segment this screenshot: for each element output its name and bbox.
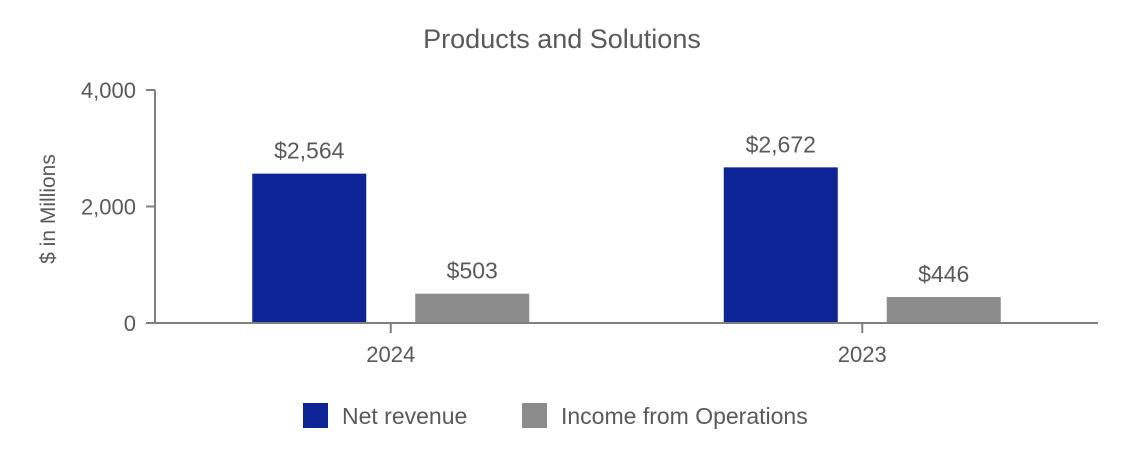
legend-swatch	[522, 403, 547, 428]
chart-title: Products and Solutions	[423, 24, 701, 54]
legend-label: Net revenue	[342, 403, 467, 429]
legend-swatch	[303, 403, 328, 428]
data-label: $2,672	[746, 131, 816, 157]
y-axis: 0 2,000 4,000	[81, 78, 155, 336]
y-tick-label: 4,000	[81, 78, 136, 103]
y-tick-label: 2,000	[81, 195, 136, 220]
x-axis: 2024 2023	[366, 323, 887, 367]
x-tick-label: 2023	[838, 342, 887, 367]
x-tick-label: 2024	[366, 342, 415, 367]
legend-label: Income from Operations	[561, 403, 808, 429]
y-axis-label: $ in Millions	[37, 154, 60, 264]
bar-net-revenue-2024	[252, 173, 367, 323]
bar-income-from-operations-2023	[886, 297, 1001, 323]
data-label: $446	[918, 261, 969, 287]
bar-income-from-operations-2024	[415, 293, 530, 323]
data-label: $2,564	[274, 138, 345, 164]
plot-area: $2,564 $503 $2,672 $446	[252, 131, 1001, 323]
data-label: $503	[447, 258, 498, 284]
legend: Net revenue Income from Operations	[303, 403, 808, 429]
bar-net-revenue-2023	[723, 167, 838, 323]
y-tick-label: 0	[124, 311, 136, 336]
